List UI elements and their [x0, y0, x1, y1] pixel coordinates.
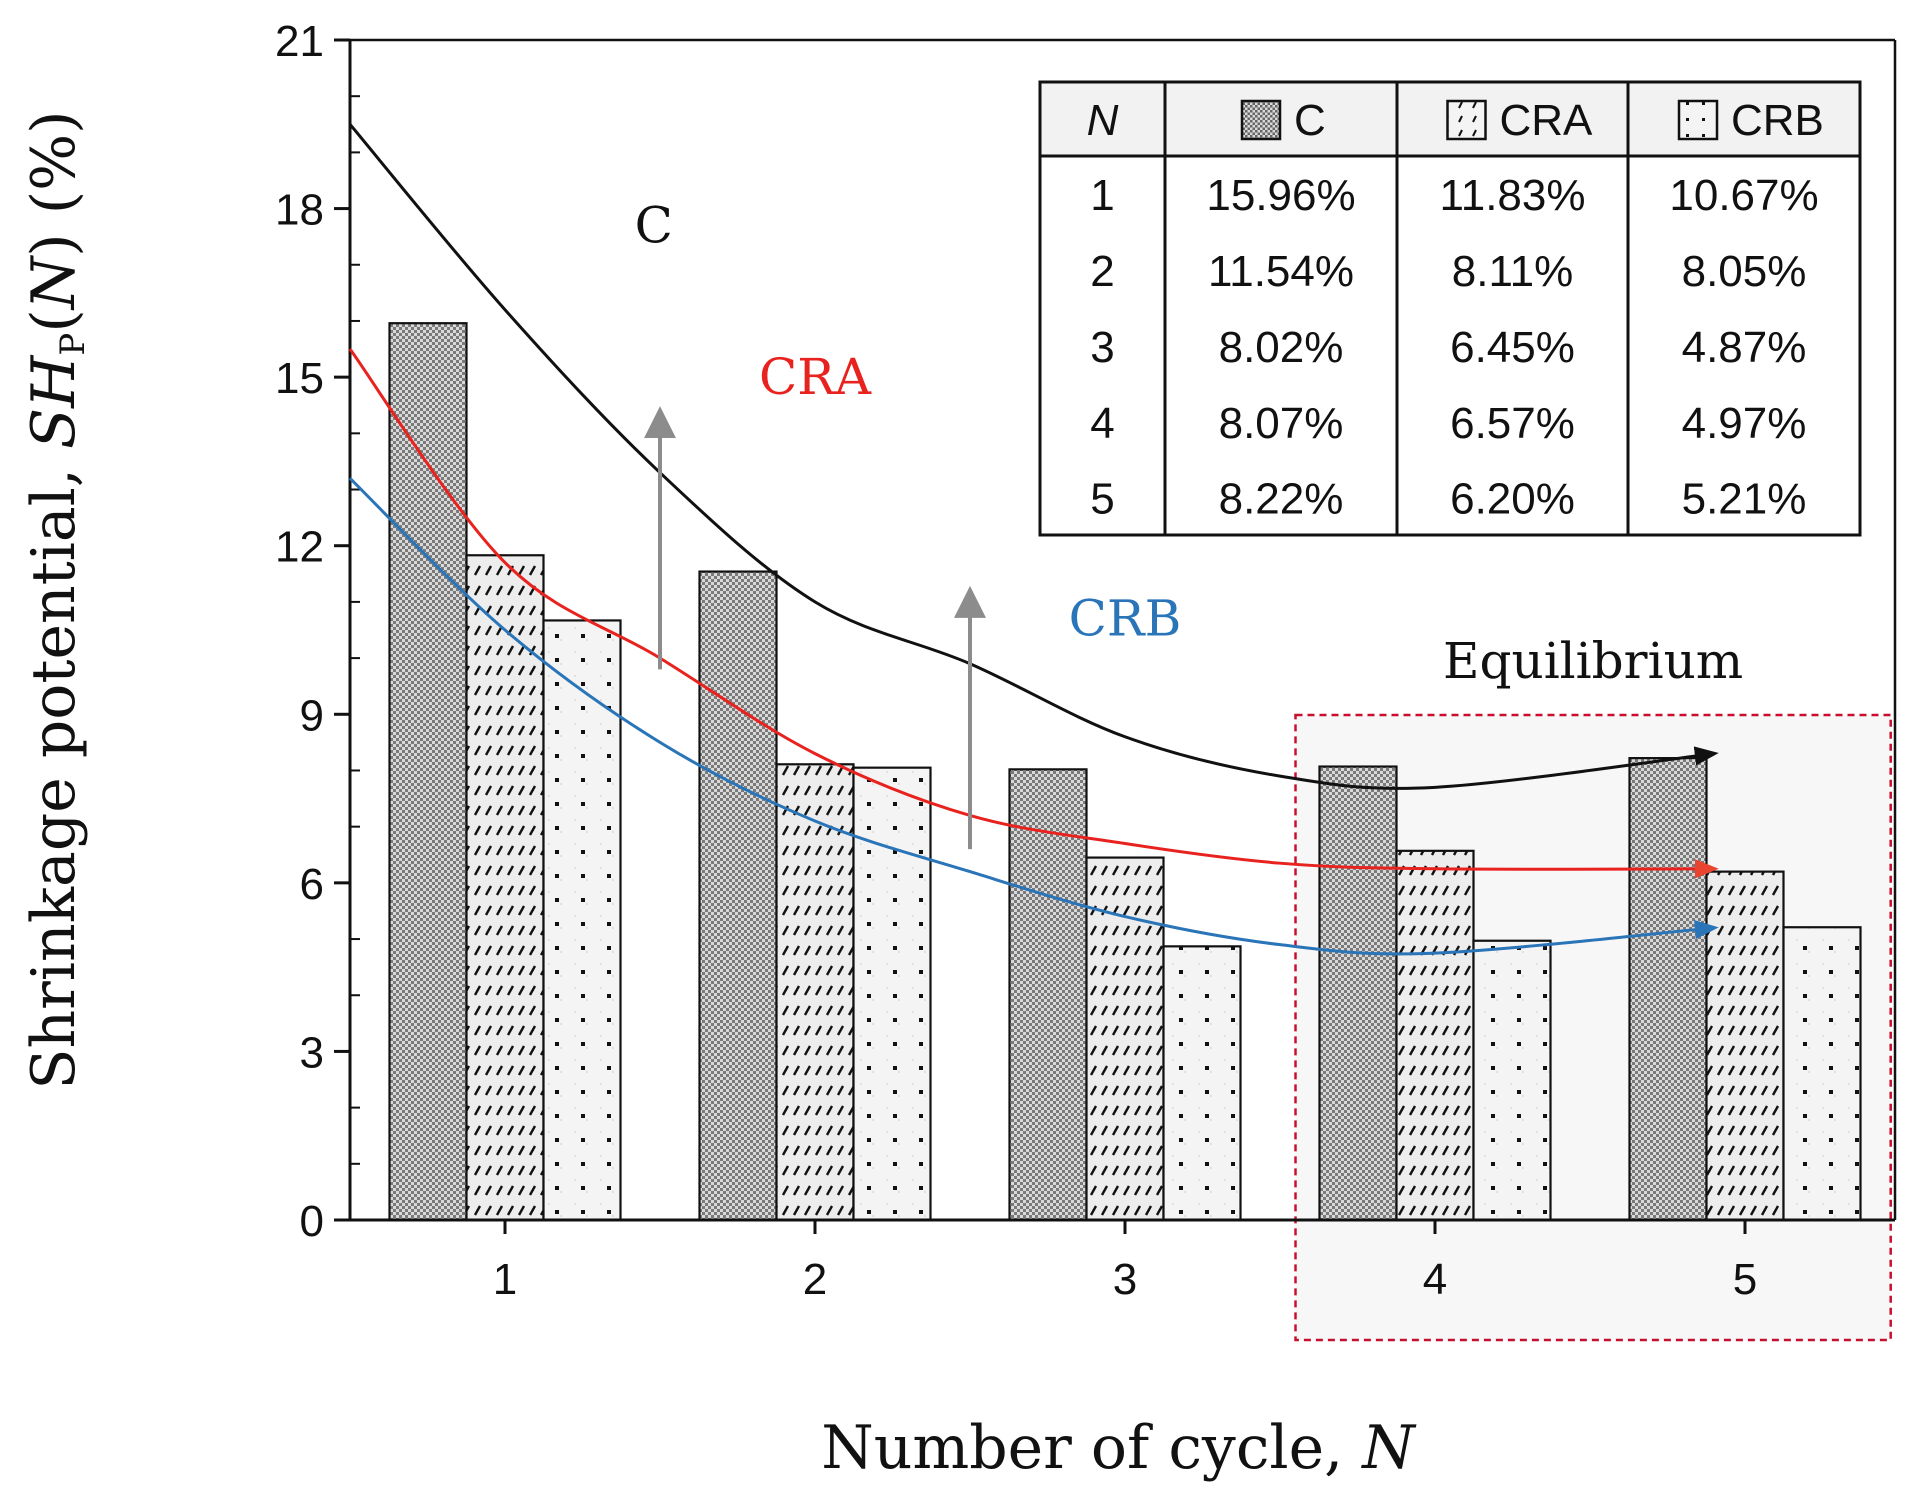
trend-label-c: C	[635, 196, 673, 254]
table-cell-value: 11.54%	[1208, 247, 1354, 296]
x-axis-title-var: N	[1360, 1413, 1417, 1483]
table-header-n: N	[1087, 96, 1119, 145]
bar-c-n1	[388, 322, 468, 1222]
y-axis-title-main: Shrinkage potential,	[19, 449, 89, 1090]
table-cell-n: 5	[1090, 475, 1114, 524]
table-cell-value: 15.96%	[1206, 171, 1355, 220]
table-border	[1038, 80, 1862, 537]
bar-crb-n2	[852, 766, 932, 1222]
bar-cra-n3	[1085, 856, 1165, 1222]
table-cell-value: 8.11%	[1452, 247, 1574, 296]
arrows-layer	[644, 406, 986, 850]
x-axis-title-main: Number of cycle,	[821, 1413, 1362, 1483]
bar-cra-n1	[465, 554, 545, 1222]
table-header-crb: CRB	[1731, 96, 1824, 145]
y-tick-label: 3	[300, 1028, 324, 1077]
y-tick-label: 6	[300, 860, 324, 909]
table-cell-value: 6.57%	[1450, 399, 1575, 448]
x-tick-label: 3	[1113, 1255, 1137, 1304]
bar-crb-n5	[1782, 926, 1862, 1222]
y-tick-label: 9	[300, 691, 324, 740]
y-tick-label: 21	[275, 17, 324, 66]
bars-layer	[388, 322, 1862, 1222]
bar-cra-n2	[775, 763, 855, 1222]
table-cell-value: 6.20%	[1450, 475, 1575, 524]
bar-crb-n3	[1162, 945, 1242, 1222]
table-cell-value: 5.21%	[1682, 475, 1807, 524]
y-axis-title: Shrinkage potential, SHP(N) (%)	[19, 110, 93, 1089]
table-header-cra: CRA	[1500, 96, 1594, 145]
bar-cra-n4	[1395, 849, 1475, 1222]
table-cell-value: 4.97%	[1682, 399, 1807, 448]
trend-line-crb	[348, 477, 1719, 956]
equilibrium-label: Equilibrium	[1443, 632, 1743, 690]
trend-label-crb: CRB	[1069, 590, 1182, 648]
y-axis-title-symbol: SH	[19, 354, 89, 449]
table-cell-value: 4.87%	[1682, 323, 1807, 372]
table-cell-n: 2	[1090, 247, 1114, 296]
x-tick-label: 4	[1423, 1255, 1447, 1304]
y-tick-label: 12	[275, 523, 324, 572]
table-cell-value: 10.67%	[1669, 171, 1818, 220]
table-header-c: C	[1294, 96, 1326, 145]
bar-crb-n4	[1472, 939, 1552, 1222]
y-tick-label: 15	[275, 354, 324, 403]
bar-cra-n5	[1705, 870, 1785, 1222]
legend-swatch-cra	[1446, 99, 1487, 141]
bar-c-n3	[1008, 768, 1088, 1222]
x-axis-title: Number of cycle, N	[821, 1413, 1417, 1483]
table-cell-value: 8.07%	[1219, 399, 1344, 448]
table-cell-value: 8.22%	[1219, 475, 1344, 524]
y-tick-label: 0	[300, 1197, 324, 1246]
table-cell-n: 4	[1090, 399, 1114, 448]
trend-label-cra: CRA	[759, 348, 872, 406]
legend-swatch-crb	[1677, 99, 1719, 141]
y-axis-title-end: ) (%)	[19, 110, 89, 256]
bar-c-n5	[1628, 757, 1708, 1222]
table-cell-n: 1	[1090, 171, 1114, 220]
trend-line-c	[348, 123, 1719, 790]
table-cell-value: 8.05%	[1682, 247, 1807, 296]
bar-crb-n1	[542, 619, 622, 1222]
x-tick-label: 5	[1733, 1255, 1757, 1304]
bar-c-n2	[698, 570, 778, 1222]
table-cell-value: 6.45%	[1450, 323, 1575, 372]
bar-c-n4	[1318, 765, 1398, 1222]
y-tick-label: 18	[275, 186, 324, 235]
data-table: N C CRA CRB 1 15.96% 11.83% 10.67% 2 11.54% 8.11% 8…	[1038, 80, 1862, 537]
table-body-bg	[1040, 156, 1860, 535]
legend-swatch-c	[1240, 99, 1282, 141]
y-axis-title-var: N	[19, 254, 89, 311]
x-tick-label: 1	[493, 1255, 517, 1304]
x-tick-label: 2	[803, 1255, 827, 1304]
y-axis-title-subscript: P	[53, 333, 93, 356]
table-cell-value: 8.02%	[1219, 323, 1344, 372]
y-axis-title-paren: (	[19, 309, 89, 332]
table-cell-value: 11.83%	[1440, 171, 1586, 220]
table-cell-n: 3	[1090, 323, 1114, 372]
